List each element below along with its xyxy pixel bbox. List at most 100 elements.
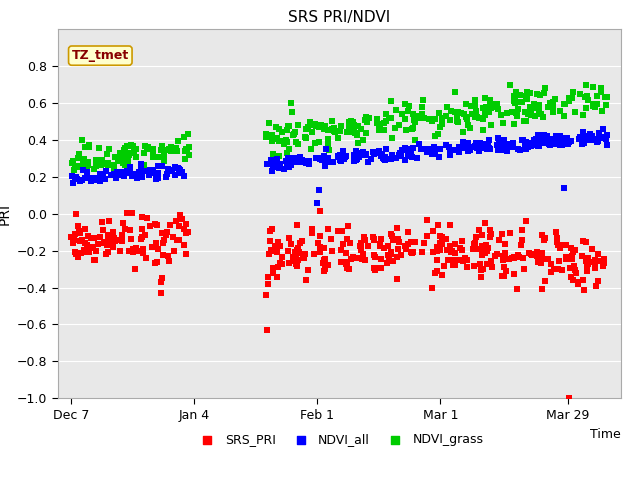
Point xyxy=(403,107,413,114)
Point xyxy=(294,239,305,246)
Point xyxy=(552,234,563,241)
Point xyxy=(551,228,561,235)
Point xyxy=(344,118,354,126)
Point xyxy=(128,248,138,256)
Point xyxy=(284,260,294,267)
Point xyxy=(459,144,469,152)
Point xyxy=(468,144,478,151)
Point xyxy=(580,104,591,112)
Point xyxy=(593,130,604,137)
Point xyxy=(494,144,504,152)
Point xyxy=(294,250,305,257)
Point xyxy=(459,110,469,118)
Point xyxy=(300,158,310,166)
Point xyxy=(268,264,278,272)
Point xyxy=(86,234,96,242)
Point xyxy=(525,250,536,258)
Point xyxy=(123,157,133,165)
Point xyxy=(291,262,301,270)
Point xyxy=(444,147,454,155)
Point xyxy=(435,232,445,240)
Point xyxy=(289,257,299,264)
Point xyxy=(136,160,147,168)
Point xyxy=(335,153,346,160)
Point xyxy=(342,235,353,242)
Point xyxy=(532,252,543,260)
Point xyxy=(93,240,103,248)
Point xyxy=(324,146,334,154)
Point xyxy=(593,277,603,285)
Point xyxy=(486,100,497,108)
Point xyxy=(138,174,148,181)
Point xyxy=(470,113,481,120)
Point xyxy=(118,153,128,160)
Point xyxy=(291,248,301,256)
Point xyxy=(397,146,408,154)
Point xyxy=(475,261,485,268)
Point xyxy=(380,154,390,161)
Point xyxy=(493,146,503,154)
Point xyxy=(171,217,181,225)
Point xyxy=(357,136,367,144)
Point xyxy=(272,274,282,281)
Point xyxy=(597,108,607,115)
Point xyxy=(502,109,513,117)
Point xyxy=(540,277,550,285)
Point xyxy=(275,259,285,266)
Point xyxy=(181,220,191,228)
Point xyxy=(424,115,435,123)
Point xyxy=(98,175,108,182)
Point xyxy=(428,150,438,157)
Point xyxy=(164,221,175,228)
Point xyxy=(437,120,447,128)
Point xyxy=(563,97,573,105)
Point xyxy=(86,174,96,181)
Point xyxy=(90,174,100,182)
Point xyxy=(72,175,82,183)
Point xyxy=(581,81,591,89)
Point xyxy=(316,154,326,162)
Point xyxy=(582,134,592,142)
Point xyxy=(361,150,371,158)
Point xyxy=(157,142,167,150)
Point xyxy=(482,248,492,255)
Point xyxy=(367,148,378,156)
Point xyxy=(470,233,481,240)
Point xyxy=(136,236,147,243)
Point xyxy=(110,237,120,245)
Point xyxy=(453,108,463,116)
Point xyxy=(89,166,99,173)
Point xyxy=(540,89,550,96)
Point xyxy=(497,272,507,280)
Point xyxy=(553,265,563,273)
Point xyxy=(143,143,153,151)
Point xyxy=(70,162,81,169)
Point xyxy=(549,265,559,273)
Point xyxy=(323,154,333,161)
Point xyxy=(406,239,416,246)
Point xyxy=(466,102,476,109)
Point xyxy=(269,242,280,250)
Point xyxy=(446,108,456,115)
Point xyxy=(98,172,108,180)
Point xyxy=(408,110,418,118)
Point xyxy=(448,262,458,269)
Point xyxy=(521,217,531,225)
Point xyxy=(77,161,88,168)
Point xyxy=(348,128,358,136)
Point xyxy=(580,93,590,101)
Point xyxy=(275,242,285,250)
Point xyxy=(115,248,125,255)
Point xyxy=(417,103,427,110)
Point xyxy=(335,127,345,135)
Point xyxy=(515,146,525,154)
Point xyxy=(548,102,559,110)
Point xyxy=(98,227,108,234)
Point xyxy=(126,149,136,157)
Point xyxy=(359,233,369,241)
Point xyxy=(564,264,575,272)
Point xyxy=(260,130,271,138)
Point xyxy=(556,139,566,146)
Point xyxy=(509,96,519,104)
Point xyxy=(527,141,537,149)
